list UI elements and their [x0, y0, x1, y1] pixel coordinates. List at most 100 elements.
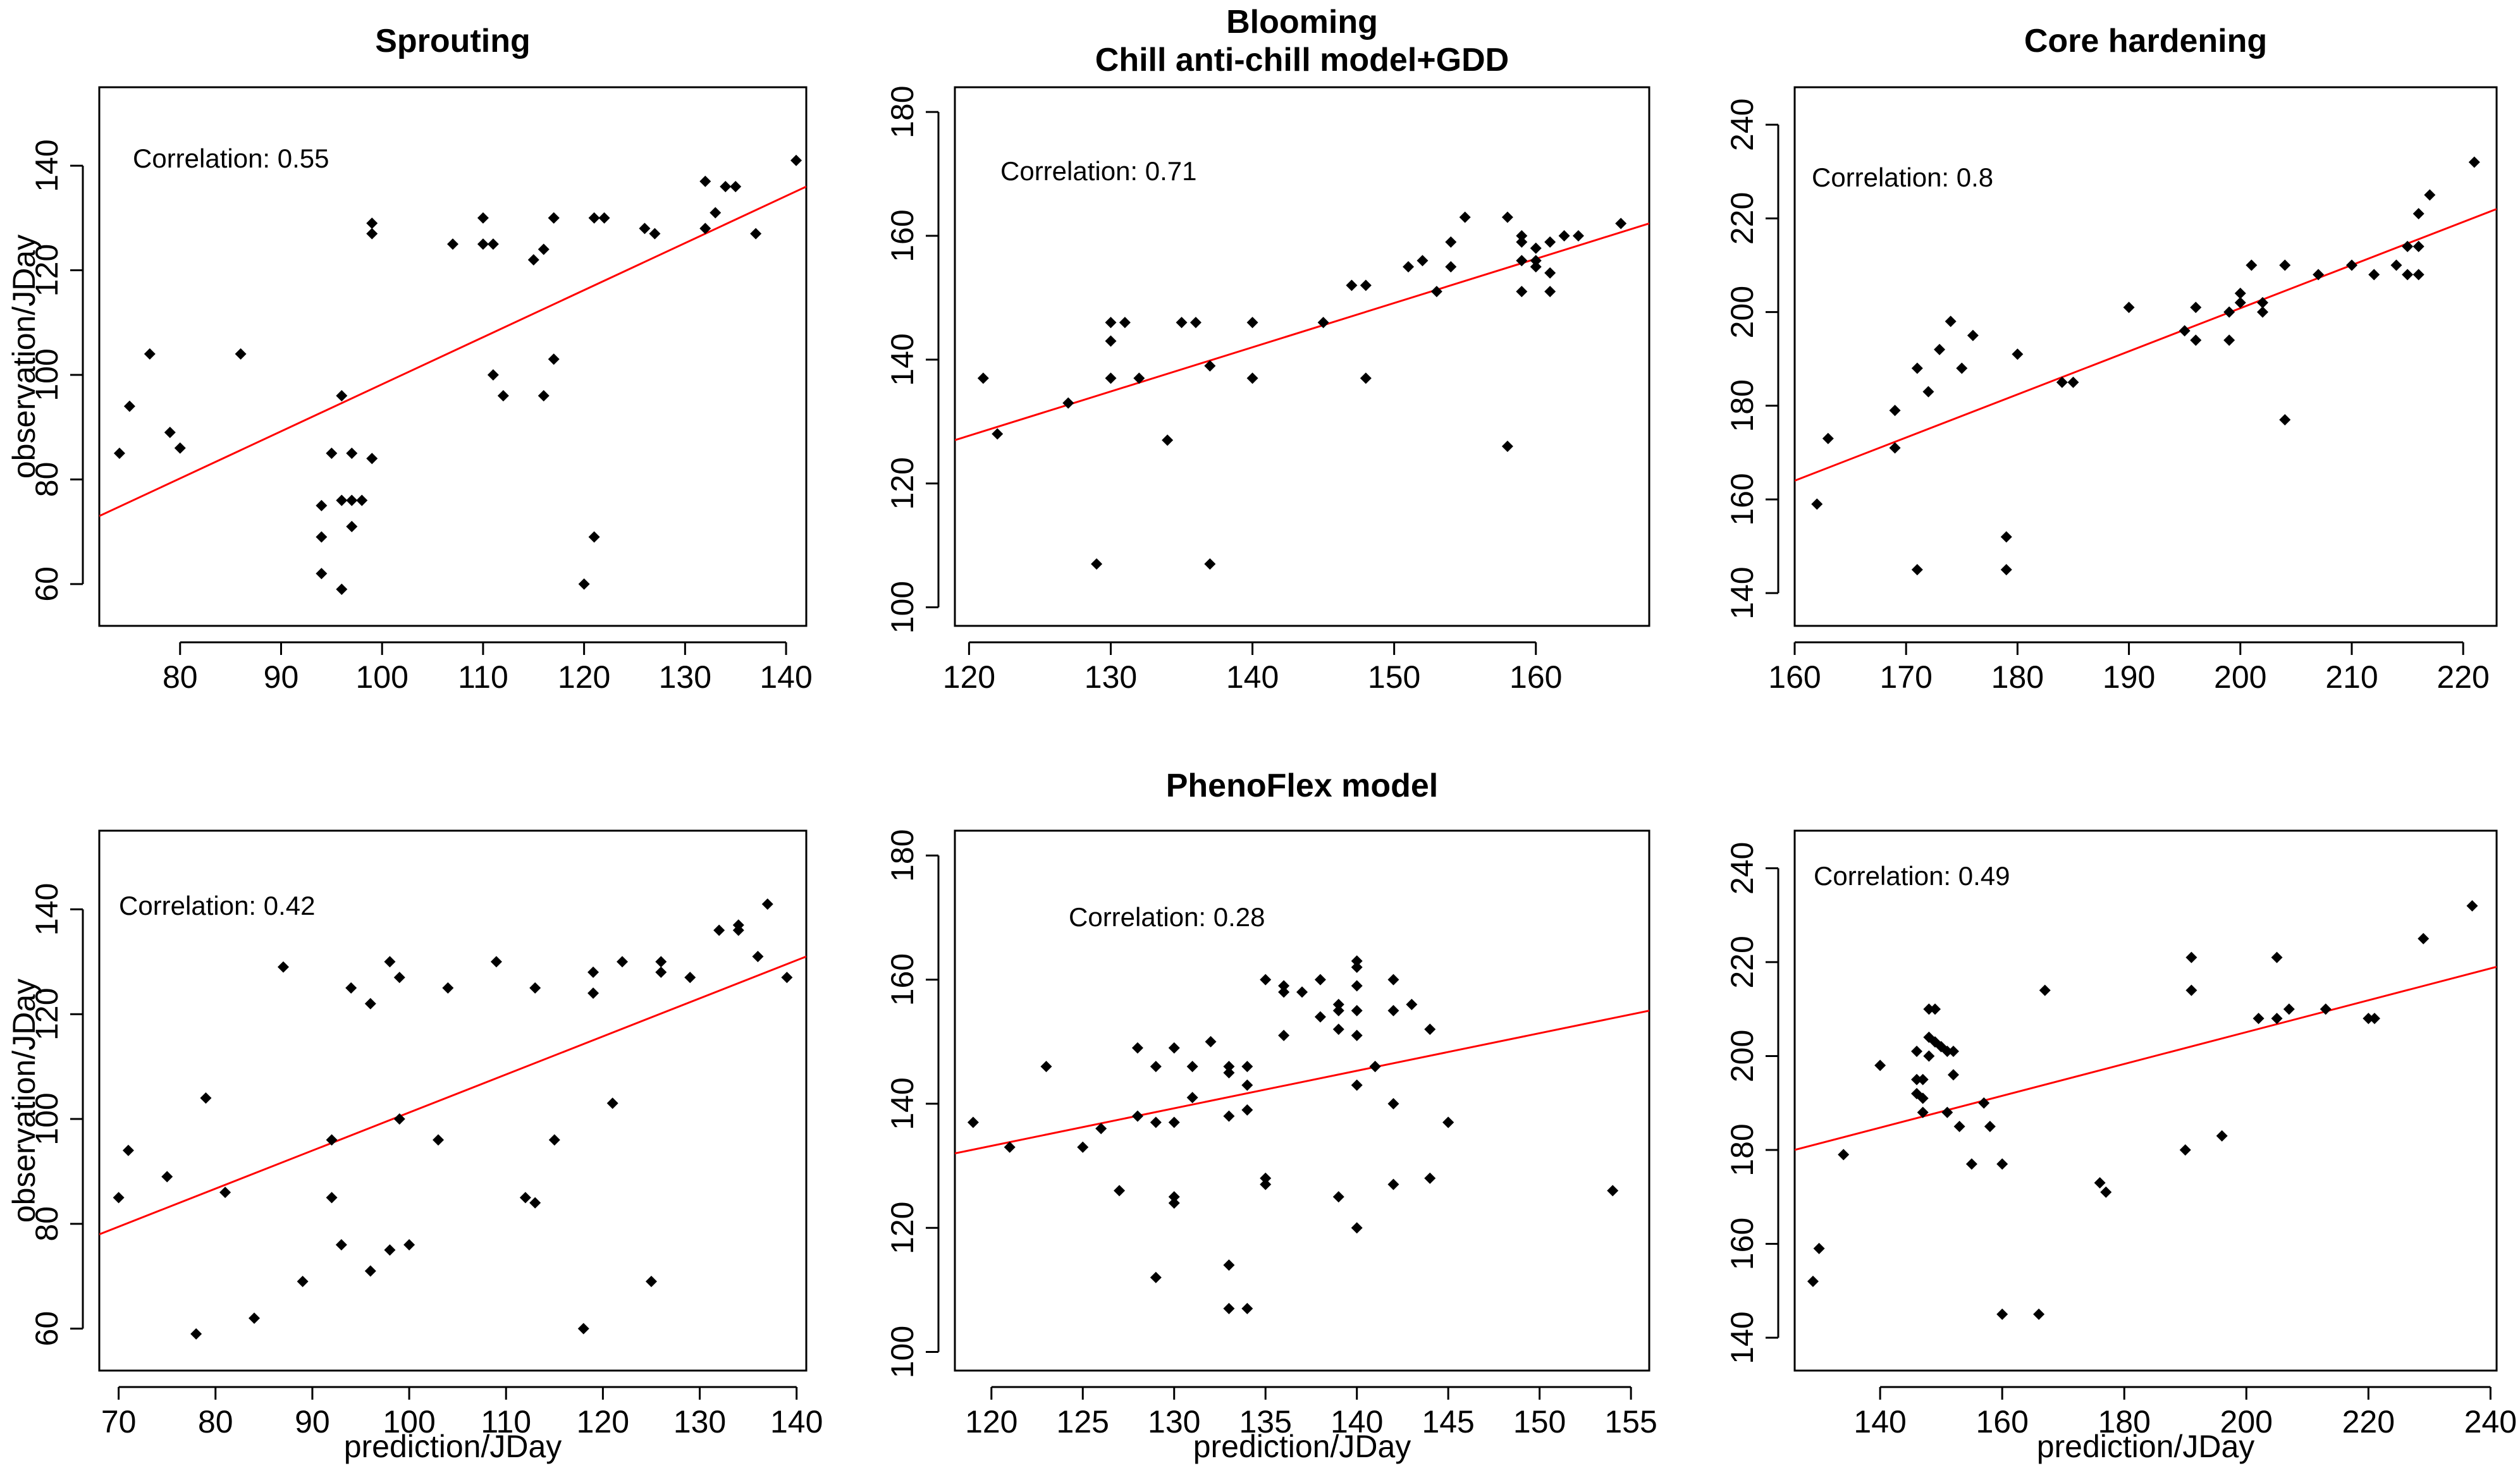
data-point [1314, 974, 1326, 986]
data-point [577, 1323, 589, 1335]
data-point [316, 531, 328, 543]
x-tick-label: 220 [2437, 659, 2489, 695]
regression-line [99, 955, 806, 1235]
data-point [1911, 362, 1923, 374]
data-point [1889, 442, 1901, 454]
data-point [538, 390, 550, 402]
data-point [1133, 372, 1145, 384]
data-point [2257, 296, 2268, 309]
data-point [1241, 1061, 1253, 1073]
data-point [1387, 974, 1399, 986]
data-point [487, 369, 499, 381]
data-point [1223, 1259, 1235, 1271]
data-point [1387, 1005, 1399, 1017]
data-point [1246, 372, 1258, 384]
data-point [1923, 1003, 1935, 1015]
y-tick-label: 120 [885, 457, 920, 510]
y-tick-label: 140 [29, 883, 65, 936]
data-point [1811, 498, 1823, 510]
data-point [1278, 986, 1290, 998]
data-point [1941, 1046, 1953, 1058]
regression-line [99, 185, 806, 517]
y-tick-label: 120 [885, 1202, 920, 1254]
data-point [477, 238, 489, 250]
data-point [2234, 296, 2246, 309]
panel-3: 160 170 180 190 200 210 220 140 160 180 200 220 240 C… [1724, 23, 2498, 695]
data-point [122, 1144, 134, 1156]
data-point [2402, 269, 2414, 281]
data-point [1572, 230, 1584, 242]
data-point [1278, 980, 1290, 992]
data-point [2279, 259, 2291, 271]
data-point [1911, 1046, 1923, 1058]
data-point [2345, 259, 2357, 271]
data-point [2033, 1308, 2045, 1320]
x-tick-label: 120 [965, 1404, 1017, 1439]
data-point [490, 956, 502, 968]
data-point [235, 348, 247, 360]
data-point [1607, 1185, 1619, 1197]
panel-6: 140 160 180 200 220 240 140 160 180 200 220 240 pred… [1724, 829, 2517, 1464]
data-point [2412, 240, 2425, 252]
x-tick-label: 100 [383, 1404, 435, 1439]
data-point [2223, 306, 2235, 318]
data-point [2012, 348, 2024, 360]
data-point [2468, 156, 2480, 168]
y-tick-label: 140 [885, 1077, 920, 1130]
data-point [548, 353, 560, 365]
data-point [1917, 1092, 1929, 1104]
data-point [1953, 1120, 1965, 1132]
x-tick-label: 150 [1368, 659, 1420, 695]
x-tick-label: 140 [1331, 1404, 1383, 1439]
data-point [2412, 208, 2425, 220]
y-tick-label: 220 [1724, 192, 1760, 245]
y-tick-label: 120 [29, 244, 65, 296]
y-tick-label: 140 [1724, 566, 1760, 619]
regression-line [955, 1010, 1649, 1154]
x-tick-label: 150 [1513, 1404, 1566, 1439]
data-point [316, 499, 328, 511]
data-point [1351, 961, 1363, 973]
data-point [1417, 255, 1429, 267]
data-point [1351, 980, 1363, 992]
data-point [710, 207, 722, 219]
data-point [219, 1187, 231, 1199]
data-point [1168, 1116, 1180, 1128]
data-point [1351, 1079, 1363, 1091]
data-point [442, 982, 454, 994]
data-point [1186, 1092, 1198, 1104]
data-point [1947, 1046, 1959, 1058]
data-point [1223, 1067, 1235, 1079]
data-point [1168, 1191, 1180, 1203]
x-tick-label: 120 [577, 1404, 629, 1439]
data-point [113, 1192, 125, 1204]
correlation-label: Correlation: 0.49 [1814, 861, 2010, 891]
data-point [1168, 1197, 1180, 1209]
data-point [1947, 1069, 1959, 1081]
data-point [639, 223, 651, 235]
data-point [1332, 998, 1344, 1010]
data-point [477, 212, 489, 224]
data-point [336, 584, 348, 596]
y-tick-label: 220 [1724, 936, 1760, 988]
data-point [2000, 531, 2012, 543]
data-point [1131, 1110, 1143, 1122]
panel-2: 120 130 140 150 160 100 120 140 160 180 BloomingCh… [885, 4, 1650, 695]
data-point [345, 982, 357, 994]
data-point [1332, 1024, 1344, 1036]
correlation-label: Correlation: 0.42 [119, 891, 316, 920]
x-tick-label: 130 [1148, 1404, 1200, 1439]
data-point [1996, 1158, 2008, 1170]
x-tick-label: 200 [2220, 1404, 2273, 1439]
y-tick-label: 140 [1724, 1311, 1760, 1364]
panel-title: Core hardening [2024, 23, 2267, 59]
plot-frame [1793, 86, 2498, 627]
data-point [384, 1244, 396, 1256]
x-tick-label: 135 [1239, 1404, 1291, 1439]
data-point [1530, 261, 1542, 272]
data-point [2179, 325, 2191, 337]
data-point [2056, 376, 2068, 388]
panel-1: 80 90 100 110 120 130 140 60 80 100 120 140 observat… [6, 23, 813, 695]
data-point [366, 453, 378, 465]
data-point [346, 448, 358, 460]
